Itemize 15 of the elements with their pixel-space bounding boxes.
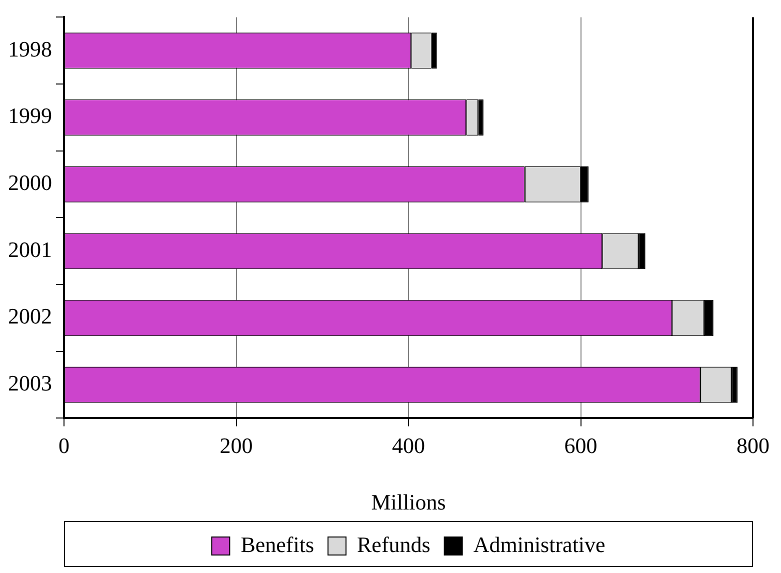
y-tick-label: 2002 — [8, 304, 52, 329]
y-tick-label: 2003 — [8, 370, 52, 396]
legend-label: Administrative — [473, 532, 606, 557]
y-tick-label: 1998 — [8, 36, 52, 62]
x-tick-label: 400 — [392, 433, 425, 458]
y-tick-label: 2000 — [8, 170, 52, 196]
legend-label: Benefits — [240, 532, 314, 557]
x-tick-label: 0 — [58, 433, 70, 458]
y-tick-label: 1999 — [8, 103, 52, 128]
x-axis-title: Millions — [371, 490, 446, 515]
y-tick-label: 2001 — [8, 236, 52, 262]
legend-label: Refunds — [357, 532, 430, 557]
x-tick-label: 800 — [736, 433, 770, 458]
x-tick-label: 600 — [564, 433, 598, 458]
x-tick-label: 200 — [220, 433, 253, 458]
